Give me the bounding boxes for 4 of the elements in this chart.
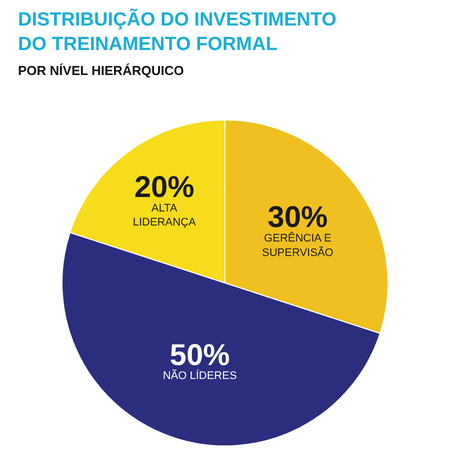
- slice-label: ALTA LIDERANÇA: [132, 202, 196, 229]
- chart-subtitle: POR NÍVEL HIERÁRQUICO: [18, 62, 184, 78]
- data-label: 20%: [134, 171, 194, 204]
- chart-title: DISTRIBUIÇÃO DO INVESTIMENTO DO TREINAMENTO FORMAL: [18, 8, 336, 56]
